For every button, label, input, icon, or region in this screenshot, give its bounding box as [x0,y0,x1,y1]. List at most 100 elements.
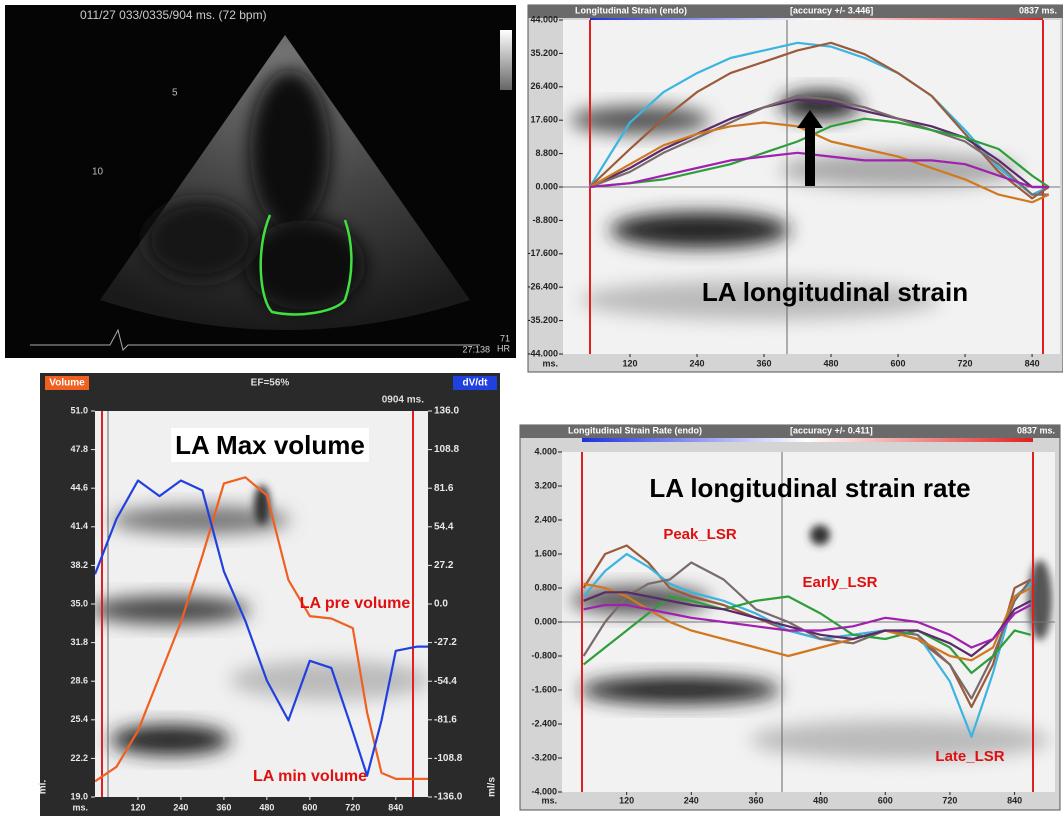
y-tick-label: -44.000 [527,348,558,358]
x-tick-label: 600 [891,358,906,368]
depth-mark: 5 [172,88,178,99]
y-tick-label: 0.000 [534,616,557,626]
x-axis-label: ms. [542,358,558,368]
y-tick-label: -35.200 [527,315,558,325]
x-tick-label: 840 [388,802,403,812]
x-axis-label: ms. [72,802,88,812]
x-axis-label: ms. [541,795,557,805]
x-tick-label: 480 [824,358,839,368]
y-tick-label: 44.000 [530,14,558,24]
x-tick-label: 120 [622,358,637,368]
x-tick-label: 720 [345,802,360,812]
x-tick-label: 240 [173,802,188,812]
y-tick-label: 22.2 [70,753,88,763]
speckle [110,725,230,755]
strain-rate-time-bar [582,438,1033,442]
y2-tick-label: -81.6 [434,714,457,725]
y2-axis-label: ml/s [487,777,498,797]
echo-grayscale [500,30,512,90]
y-tick-label: 44.6 [70,483,88,493]
chart-title: Longitudinal Strain Rate (endo) [568,425,702,435]
x-tick-label: 240 [690,358,705,368]
y2-tick-label: 136.0 [434,406,459,417]
speckle [1028,560,1052,640]
y-tick-label: -26.400 [527,282,558,292]
y-tick-label: 0.800 [534,582,557,592]
x-tick-label: 480 [259,802,274,812]
y-axis-label: ml. [38,780,49,795]
x-tick-label: 840 [1007,795,1022,805]
y-tick-label: 8.800 [535,148,558,158]
y-tick-label: 26.400 [530,81,558,91]
echo-atrium-right [145,200,255,280]
annotation: LA longitudinal strain [702,277,968,307]
annotation: Peak_LSR [663,526,737,543]
annotation: LA Max volume [175,430,365,460]
speckle [230,660,430,700]
y-tick-label: 25.4 [70,714,88,724]
y-tick-label: -3.200 [531,752,557,762]
y2-tick-label: 81.6 [434,483,454,494]
time-label: 0837 ms. [1019,5,1057,15]
hr-value: 71 [500,333,510,343]
x-tick-label: 720 [958,358,973,368]
x-tick-label: 360 [748,795,763,805]
echo-panel: 011/27 033/0335/904 ms. (72 bpm) 5 10 71… [5,5,516,358]
x-tick-label: 120 [619,795,634,805]
legend-label: Volume [49,378,85,389]
speckle [610,212,790,248]
y-tick-label: 51.0 [70,405,88,415]
hr-label: HR [497,343,510,353]
x-tick-label: 480 [813,795,828,805]
x-tick-label: 360 [757,358,772,368]
y-tick-label: 3.200 [534,480,557,490]
echo-header: 011/27 033/0335/904 ms. (72 bpm) [80,8,267,22]
y-tick-label: 41.4 [70,521,88,531]
chart-subtitle: [accuracy +/- 0.411] [790,425,873,435]
y-tick-label: 4.000 [534,446,557,456]
y-tick-label: 28.6 [70,676,88,686]
annotation: Late_LSR [935,748,1004,765]
echo-footer: 27:138 [462,344,490,354]
y2-tick-label: -136.0 [434,792,463,803]
time-label: 0904 ms. [382,395,424,406]
chart-title: EF=56% [251,378,290,389]
y2-tick-label: -54.4 [434,676,457,687]
y-tick-label: -2.400 [531,718,557,728]
y2-tick-label: 0.0 [434,599,448,610]
chart-subtitle: [accuracy +/- 3.446] [790,5,873,15]
y-tick-label: 17.600 [530,115,558,125]
y2-tick-label: -27.2 [434,637,457,648]
y-tick-label: 19.0 [70,791,88,801]
y2-tick-label: 108.8 [434,444,459,455]
x-tick-label: 360 [216,802,231,812]
y2-tick-label: 54.4 [434,521,454,532]
legend-label: dV/dt [463,378,489,389]
y-tick-label: 31.8 [70,637,88,647]
annotation: LA longitudinal strain rate [649,473,970,503]
y-tick-label: -0.800 [531,650,557,660]
time-label: 0837 ms. [1017,425,1055,435]
y-tick-label: 2.400 [534,514,557,524]
x-tick-label: 120 [130,802,145,812]
y-tick-label: 35.0 [70,598,88,608]
y-tick-label: -8.800 [532,215,558,225]
x-tick-label: 840 [1025,358,1040,368]
annotation: LA pre volume [300,595,411,612]
y2-tick-label: -108.8 [434,753,463,764]
y-tick-label: 47.8 [70,444,88,454]
echo-cavity [250,70,330,230]
speckle [90,596,250,624]
page: 011/27 033/0335/904 ms. (72 bpm) 5 10 71… [0,0,1063,816]
y-tick-label: 1.600 [534,548,557,558]
depth-mark: 10 [92,167,104,178]
y-tick-label: 0.000 [535,181,558,191]
y-tick-label: 38.2 [70,560,88,570]
x-tick-label: 720 [942,795,957,805]
x-tick-label: 240 [684,795,699,805]
speckle [810,525,830,545]
annotation: Early_LSR [802,574,877,591]
speckle [580,676,780,704]
y-tick-label: -17.600 [527,248,558,258]
y-tick-label: -1.600 [531,684,557,694]
